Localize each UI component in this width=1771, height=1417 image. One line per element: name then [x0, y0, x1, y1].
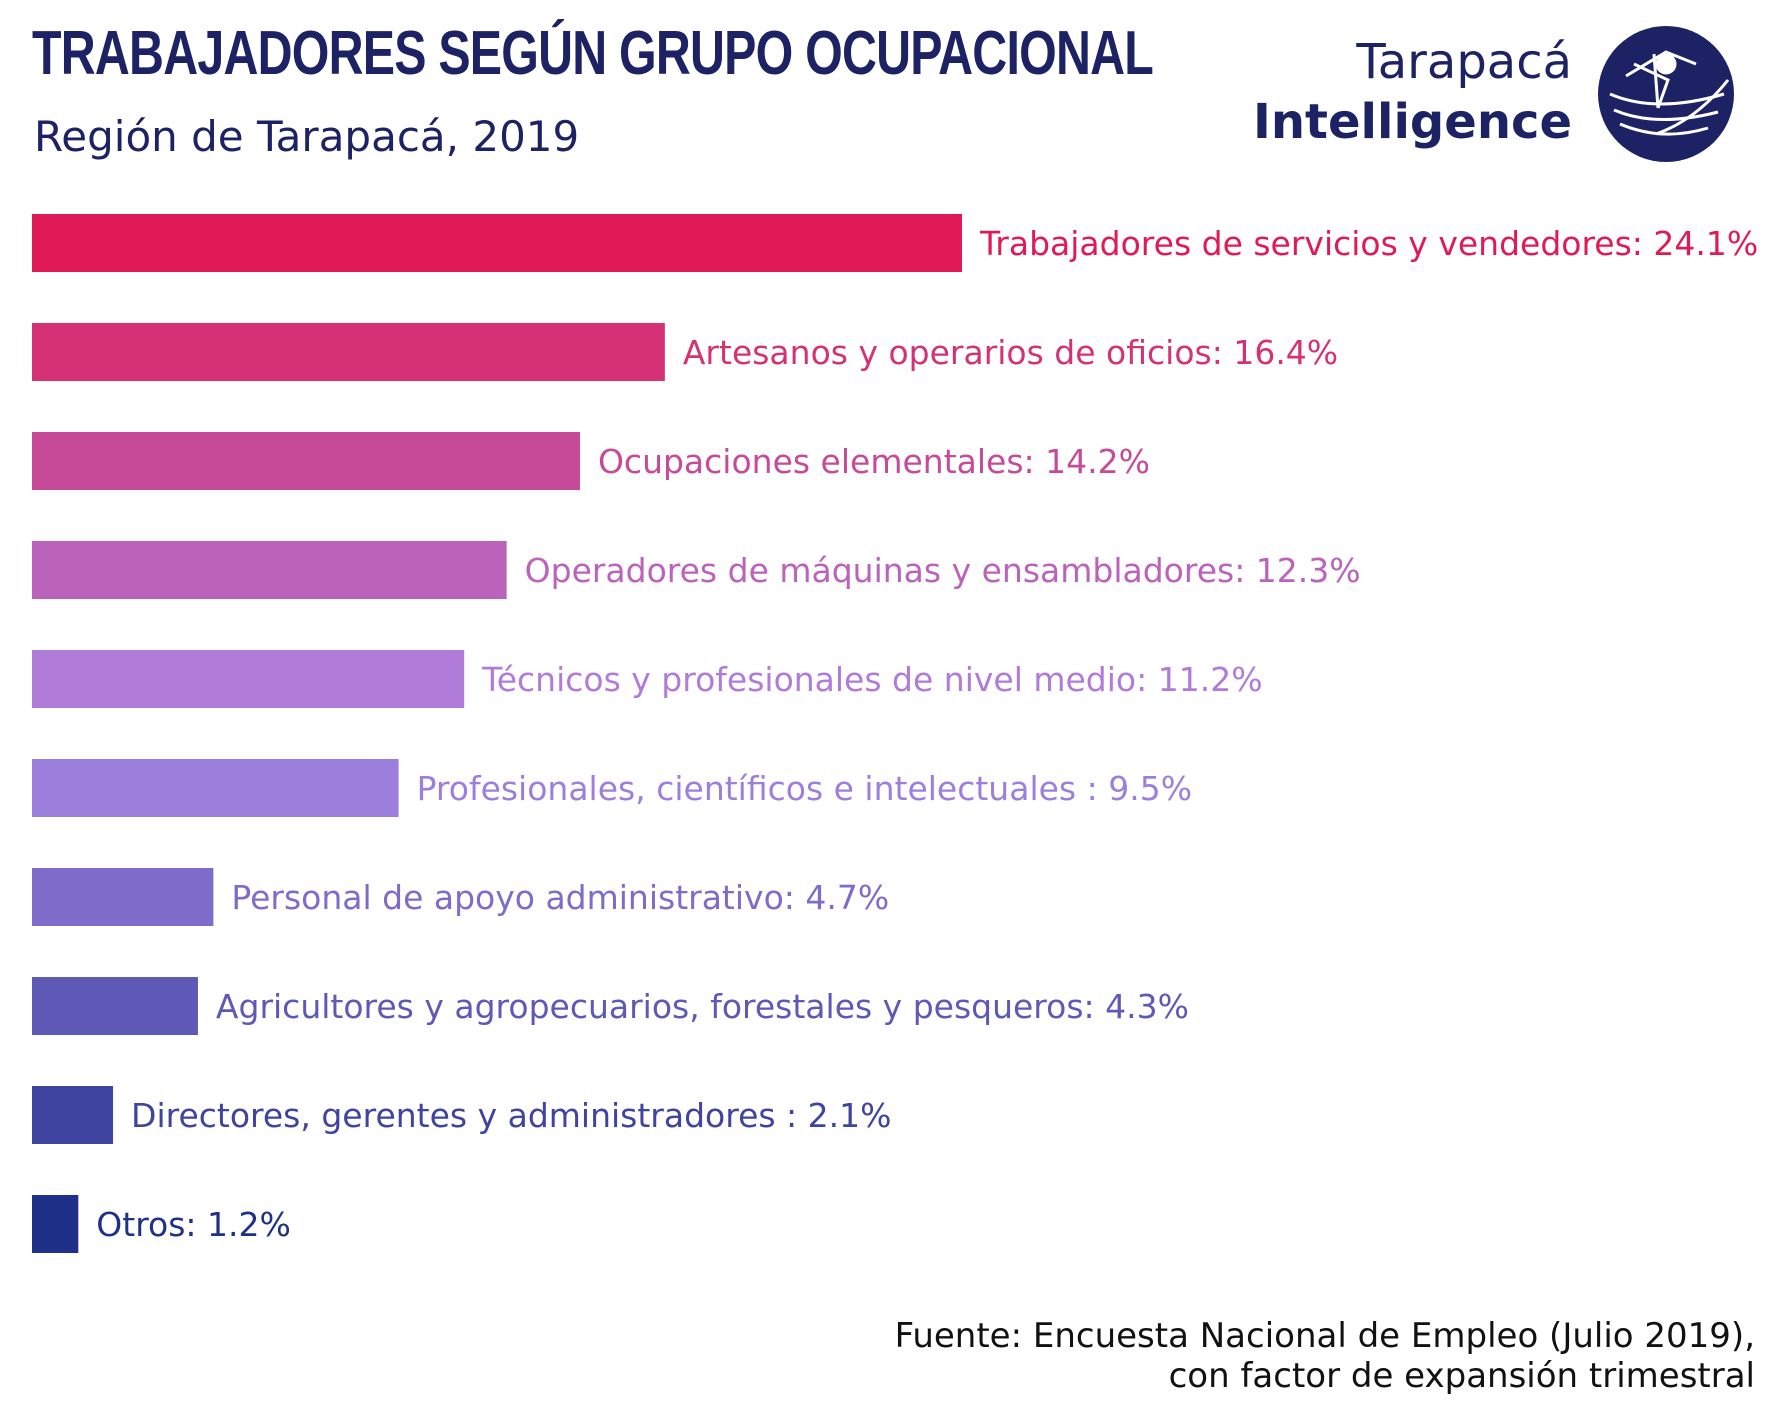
chart-title: TRABAJADORES SEGÚN GRUPO OCUPACIONAL: [32, 19, 1154, 88]
bar-label-9: Directores, gerentes y administradores :…: [131, 1096, 891, 1135]
bar-label-2: Artesanos y operarios de oficios: 16.4%: [683, 333, 1338, 372]
bar-5: [32, 650, 465, 708]
brand-name-line1: Tarapacá: [1356, 34, 1572, 90]
bar-label-10: Otros: 1.2%: [96, 1205, 291, 1244]
bar-9: [32, 1086, 114, 1144]
bar-4: [32, 541, 507, 599]
source-line-1: Fuente: Encuesta Nacional de Empleo (Jul…: [894, 1316, 1755, 1356]
bar-10: [32, 1195, 79, 1253]
bar-1: [32, 214, 962, 272]
brand-name-line2: Intelligence: [1253, 94, 1572, 150]
bar-6: [32, 759, 399, 817]
bar-label-8: Agricultores y agropecuarios, forestales…: [216, 987, 1189, 1026]
bar-label-3: Ocupaciones elementales: 14.2%: [598, 442, 1150, 481]
bar-label-5: Técnicos y profesionales de nivel medio:…: [481, 660, 1262, 699]
bar-label-7: Personal de apoyo administrativo: 4.7%: [231, 878, 889, 917]
bar-label-6: Profesionales, científicos e intelectual…: [417, 769, 1192, 808]
bar-label-1: Trabajadores de servicios y vendedores: …: [979, 224, 1758, 263]
bar-2: [32, 323, 665, 381]
bar-3: [32, 432, 580, 490]
source-note: Fuente: Encuesta Nacional de Empleo (Jul…: [895, 1316, 1755, 1396]
bar-8: [32, 977, 198, 1035]
brand-logo: Tarapacá Intelligence: [1253, 24, 1736, 164]
source-line-2: con factor de expansión trimestral: [1168, 1356, 1755, 1396]
chart-subtitle: Región de Tarapacá, 2019: [34, 112, 580, 161]
bar-7: [32, 868, 214, 926]
bar-label-4: Operadores de máquinas y ensambladores: …: [525, 551, 1361, 590]
bar-chart: Trabajadores de servicios y vendedores: …: [32, 214, 1758, 1253]
globe-logo-icon: [1598, 26, 1734, 162]
